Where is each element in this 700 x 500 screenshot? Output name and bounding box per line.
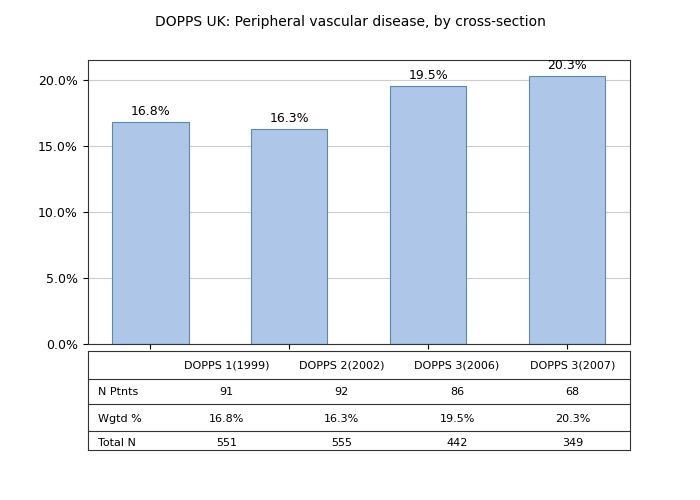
Bar [251,128,328,344]
Text: N Ptnts: N Ptnts [98,388,139,398]
Text: Total N: Total N [98,438,136,448]
Text: 68: 68 [566,388,580,398]
Text: 349: 349 [561,438,583,448]
Text: 19.5%: 19.5% [408,70,448,82]
Text: 92: 92 [335,388,349,398]
Text: 551: 551 [216,438,237,448]
Text: DOPPS UK: Peripheral vascular disease, by cross-section: DOPPS UK: Peripheral vascular disease, b… [155,15,545,29]
Text: 16.8%: 16.8% [130,105,170,118]
Text: 20.3%: 20.3% [547,59,587,72]
Bar [112,122,188,344]
Text: 16.8%: 16.8% [209,414,244,424]
Text: 20.3%: 20.3% [554,414,590,424]
Text: 555: 555 [331,438,352,448]
Text: 16.3%: 16.3% [270,112,309,124]
Text: DOPPS 1(1999): DOPPS 1(1999) [184,361,270,371]
Text: 16.3%: 16.3% [324,414,359,424]
Text: DOPPS 2(2002): DOPPS 2(2002) [299,361,384,371]
Text: 86: 86 [450,388,464,398]
Text: 442: 442 [447,438,468,448]
Text: DOPPS 3(2007): DOPPS 3(2007) [530,361,615,371]
Text: 19.5%: 19.5% [440,414,475,424]
Text: DOPPS 3(2006): DOPPS 3(2006) [414,361,500,371]
Bar [390,86,466,344]
Bar [529,76,606,344]
Text: Wgtd %: Wgtd % [98,414,142,424]
Text: 91: 91 [220,388,234,398]
